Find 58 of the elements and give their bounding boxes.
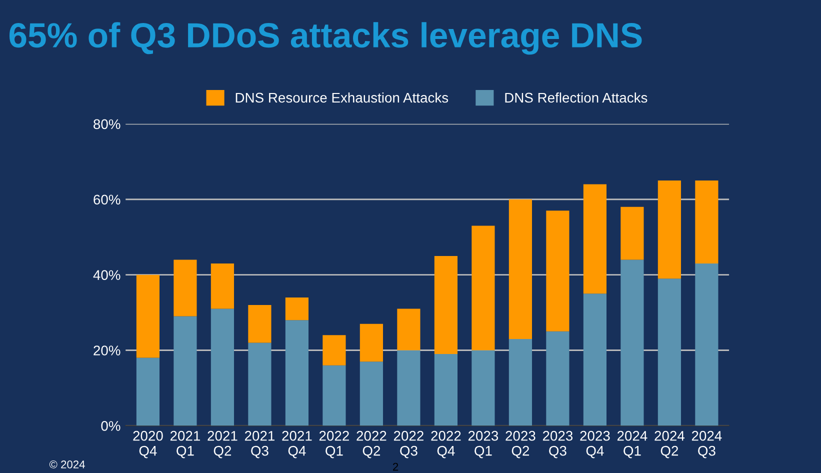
- x-tick-label: 2024 Q2: [654, 430, 684, 458]
- bar: [285, 297, 309, 320]
- bar: [397, 308, 420, 350]
- bar: [546, 210, 570, 332]
- x-tick-label: 2020 Q4: [133, 430, 163, 458]
- bar: [322, 365, 346, 426]
- bar: [360, 324, 384, 362]
- bar: [583, 294, 606, 426]
- x-tick-label: 2021 Q2: [208, 430, 238, 458]
- bar: [434, 354, 458, 426]
- bar: [658, 180, 681, 279]
- bar: [285, 320, 309, 426]
- x-tick-label: 2022 Q1: [319, 430, 349, 458]
- bar: [174, 260, 197, 316]
- x-tick-label: 2021 Q1: [170, 430, 200, 458]
- x-tick-label: 2021 Q4: [282, 430, 312, 458]
- chart-title: 65% of Q3 DDoS attacks leverage DNS: [9, 22, 642, 55]
- x-tick-label: 2021 Q3: [244, 430, 274, 458]
- y-tick-label: 0%: [101, 421, 120, 431]
- x-tick-label: 2023 Q2: [506, 430, 536, 458]
- bar: [136, 274, 160, 358]
- bar: [472, 226, 495, 350]
- x-tick-label: 2023 Q3: [542, 430, 573, 458]
- bar: [508, 199, 532, 339]
- legend-label: DNS Resource Exhaustion Attacks: [236, 92, 448, 103]
- x-tick-label: 2023 Q4: [580, 430, 610, 458]
- bar: [695, 180, 718, 264]
- bar: [546, 331, 570, 426]
- bar: [658, 278, 681, 426]
- y-tick-label: 60%: [94, 194, 120, 205]
- bar: [360, 362, 384, 426]
- bar: [434, 256, 458, 354]
- bar: [248, 304, 272, 343]
- y-tick-label: 20%: [94, 346, 120, 356]
- bar: [174, 316, 197, 426]
- bar: [583, 184, 606, 294]
- bar: [472, 350, 495, 426]
- x-tick-label: 2024 Q1: [617, 430, 648, 458]
- text: © 2024: [49, 460, 85, 468]
- x-tick-label: 2022 Q4: [431, 430, 461, 458]
- bar: [210, 308, 234, 426]
- bar: [397, 350, 420, 426]
- bar: [136, 358, 160, 426]
- legend-label: DNS Reflection Attacks: [505, 92, 648, 103]
- y-tick-label: 80%: [94, 119, 120, 130]
- text: 2: [392, 462, 398, 471]
- bar: [620, 260, 644, 426]
- y-tick-label: 40%: [93, 270, 120, 280]
- x-tick-label: 2024 Q3: [692, 430, 722, 458]
- bar: [322, 335, 346, 366]
- bar: [248, 342, 272, 426]
- bar: [620, 206, 644, 260]
- bar: [695, 263, 718, 426]
- bar: [210, 263, 234, 309]
- x-tick-label: 2022 Q2: [356, 430, 386, 458]
- bar: [508, 338, 532, 426]
- x-tick-label: 2022 Q3: [394, 430, 424, 458]
- x-tick-label: 2023 Q1: [468, 430, 498, 458]
